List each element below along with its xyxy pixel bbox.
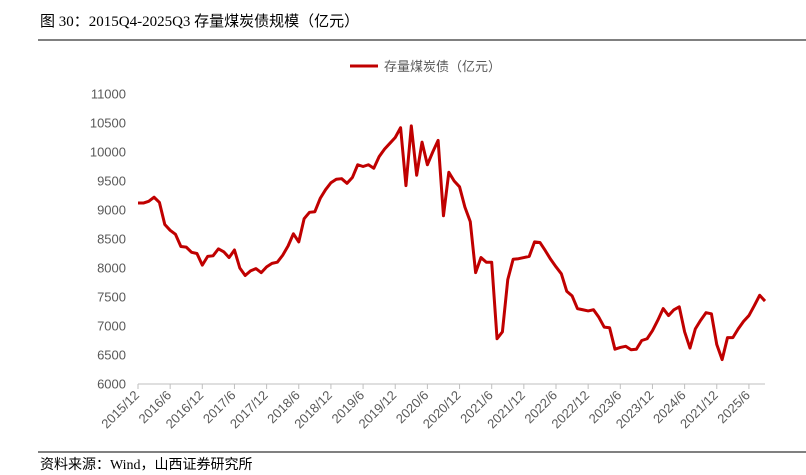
data-line bbox=[138, 124, 767, 362]
y-tick-label: 8000 bbox=[97, 261, 126, 276]
y-tick-label: 9000 bbox=[97, 203, 126, 218]
y-tick-label: 11000 bbox=[91, 87, 126, 102]
y-tick-label: 7500 bbox=[97, 290, 126, 305]
y-tick-label: 7000 bbox=[97, 319, 126, 334]
x-tick-label: 2015/12 bbox=[98, 388, 142, 432]
y-tick-label: 10000 bbox=[90, 145, 126, 160]
y-tick-label: 9500 bbox=[97, 174, 126, 189]
y-tick-label: 6500 bbox=[97, 348, 126, 363]
y-tick-label: 6000 bbox=[97, 377, 126, 392]
y-tick-label: 10500 bbox=[90, 116, 126, 131]
y-tick-label: 8500 bbox=[97, 232, 126, 247]
chart-title: 图 30：2015Q4-2025Q3 存量煤炭债规模（亿元） bbox=[40, 13, 359, 30]
x-tick-label: 2025/6 bbox=[714, 388, 753, 427]
source-note: 资料来源：Wind，山西证券研究所 bbox=[40, 457, 253, 473]
legend-label: 存量煤炭债（亿元） bbox=[384, 59, 501, 74]
